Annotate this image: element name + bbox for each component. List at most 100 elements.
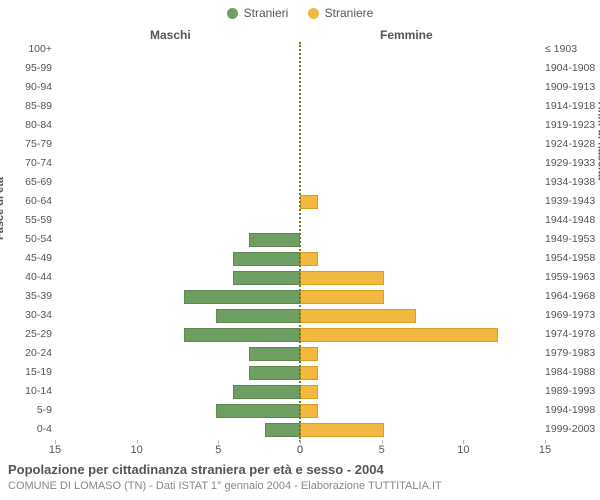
bar-row-male bbox=[55, 384, 300, 398]
bar-row-male bbox=[55, 422, 300, 436]
bar-row-male bbox=[55, 156, 300, 170]
birth-year-label: 1989-1993 bbox=[545, 384, 600, 398]
bar-row-female bbox=[300, 61, 545, 75]
bar-row-female bbox=[300, 289, 545, 303]
bar-row-female bbox=[300, 137, 545, 151]
legend-label-female: Straniere bbox=[325, 6, 374, 20]
bar-row-female bbox=[300, 270, 545, 284]
chart-title: Popolazione per cittadinanza straniera p… bbox=[8, 462, 384, 477]
x-tick-label: 10 bbox=[457, 444, 469, 456]
birth-year-label: 1959-1963 bbox=[545, 270, 600, 284]
x-tick-label: 15 bbox=[49, 444, 61, 456]
bar-row-male bbox=[55, 137, 300, 151]
bar-male bbox=[233, 271, 300, 285]
age-label: 95-99 bbox=[0, 61, 52, 75]
bar-female bbox=[300, 328, 498, 342]
x-tick-label: 0 bbox=[297, 444, 303, 456]
age-label: 50-54 bbox=[0, 232, 52, 246]
bar-female bbox=[300, 252, 318, 266]
bar-row-female bbox=[300, 232, 545, 246]
age-label: 100+ bbox=[0, 42, 52, 56]
bar-row-male bbox=[55, 251, 300, 265]
bar-male bbox=[233, 385, 300, 399]
bar-row-male bbox=[55, 80, 300, 94]
birth-year-label: 1949-1953 bbox=[545, 232, 600, 246]
birth-year-label: 1979-1983 bbox=[545, 346, 600, 360]
female-half bbox=[300, 42, 545, 442]
bar-male bbox=[265, 423, 300, 437]
column-title-female: Femmine bbox=[380, 28, 433, 42]
male-half bbox=[55, 42, 300, 442]
birth-year-label: 1929-1933 bbox=[545, 156, 600, 170]
bar-row-female bbox=[300, 422, 545, 436]
x-axis-male: 051015 bbox=[55, 442, 300, 456]
chart-subtitle: COMUNE DI LOMASO (TN) - Dati ISTAT 1° ge… bbox=[8, 480, 442, 492]
bar-row-male bbox=[55, 42, 300, 56]
birth-year-label: 1939-1943 bbox=[545, 194, 600, 208]
circle-icon bbox=[227, 8, 238, 19]
bar-row-male bbox=[55, 403, 300, 417]
bar-male bbox=[249, 233, 300, 247]
legend-item-female: Straniere bbox=[308, 6, 374, 20]
bar-row-female bbox=[300, 384, 545, 398]
x-tick-label: 5 bbox=[379, 444, 385, 456]
bar-female bbox=[300, 309, 416, 323]
bar-row-male bbox=[55, 194, 300, 208]
bar-row-male bbox=[55, 213, 300, 227]
birth-year-label: 1934-1938 bbox=[545, 175, 600, 189]
age-label: 60-64 bbox=[0, 194, 52, 208]
bar-row-female bbox=[300, 308, 545, 322]
bar-female bbox=[300, 385, 318, 399]
bar-row-male bbox=[55, 346, 300, 360]
bar-male bbox=[216, 309, 300, 323]
pyramid-chart: 051015 051015 bbox=[55, 42, 545, 442]
age-label: 90-94 bbox=[0, 80, 52, 94]
legend: Stranieri Straniere bbox=[0, 6, 600, 22]
bar-row-male bbox=[55, 175, 300, 189]
bar-row-female bbox=[300, 403, 545, 417]
bar-row-female bbox=[300, 99, 545, 113]
bar-row-female bbox=[300, 80, 545, 94]
age-label: 5-9 bbox=[0, 403, 52, 417]
bar-row-male bbox=[55, 308, 300, 322]
bar-female bbox=[300, 404, 318, 418]
bar-row-female bbox=[300, 42, 545, 56]
birth-year-label: 1969-1973 bbox=[545, 308, 600, 322]
bar-female bbox=[300, 423, 384, 437]
bar-male bbox=[216, 404, 300, 418]
bar-row-male bbox=[55, 365, 300, 379]
age-label: 75-79 bbox=[0, 137, 52, 151]
birth-year-label: 1994-1998 bbox=[545, 403, 600, 417]
birth-year-label: 1954-1958 bbox=[545, 251, 600, 265]
bar-male bbox=[249, 366, 300, 380]
age-label: 10-14 bbox=[0, 384, 52, 398]
birth-year-label: 1909-1913 bbox=[545, 80, 600, 94]
legend-label-male: Stranieri bbox=[244, 6, 289, 20]
x-tick-label: 5 bbox=[215, 444, 221, 456]
birth-year-label: 1919-1923 bbox=[545, 118, 600, 132]
age-label: 65-69 bbox=[0, 175, 52, 189]
bar-row-female bbox=[300, 194, 545, 208]
birth-year-label: 1984-1988 bbox=[545, 365, 600, 379]
birth-year-label: 1974-1978 bbox=[545, 327, 600, 341]
age-label: 55-59 bbox=[0, 213, 52, 227]
bar-row-female bbox=[300, 327, 545, 341]
birth-year-label: 1964-1968 bbox=[545, 289, 600, 303]
legend-item-male: Stranieri bbox=[227, 6, 289, 20]
bar-row-female bbox=[300, 365, 545, 379]
age-label: 70-74 bbox=[0, 156, 52, 170]
bar-row-male bbox=[55, 232, 300, 246]
age-label: 80-84 bbox=[0, 118, 52, 132]
bar-male bbox=[233, 252, 300, 266]
age-label: 30-34 bbox=[0, 308, 52, 322]
age-label: 25-29 bbox=[0, 327, 52, 341]
bar-male bbox=[184, 328, 300, 342]
birth-year-label: ≤ 1903 bbox=[545, 42, 600, 56]
bar-row-female bbox=[300, 175, 545, 189]
column-title-male: Maschi bbox=[150, 28, 191, 42]
bar-female bbox=[300, 347, 318, 361]
center-axis-line bbox=[299, 42, 301, 442]
bar-female bbox=[300, 271, 384, 285]
bar-male bbox=[184, 290, 300, 304]
bar-row-male bbox=[55, 118, 300, 132]
